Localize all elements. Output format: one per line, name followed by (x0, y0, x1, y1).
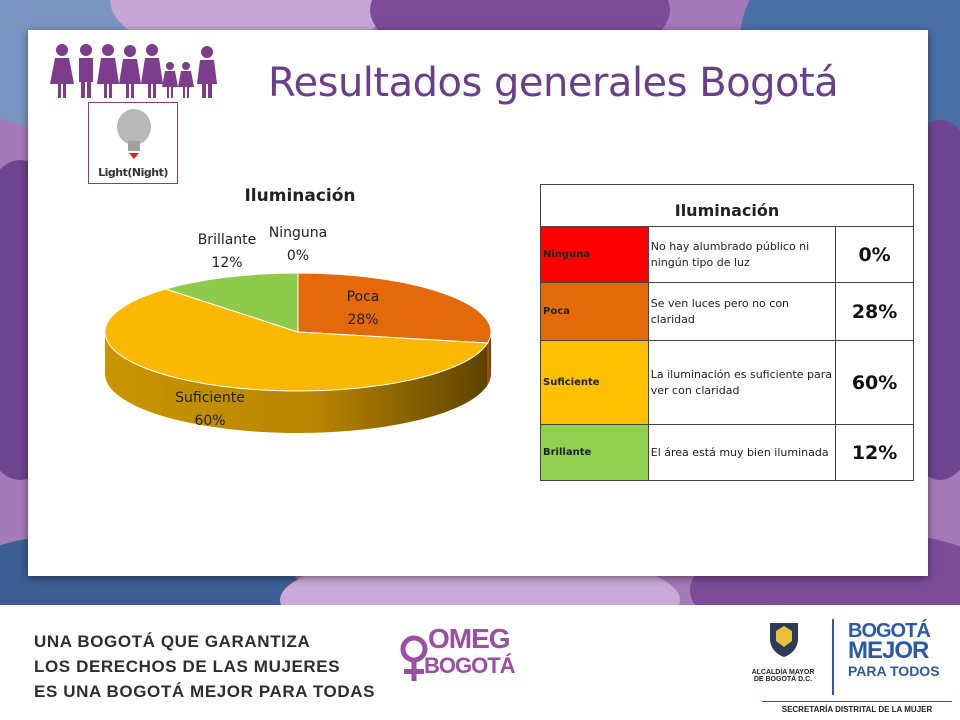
light-night-icon: Light(Night) (88, 102, 178, 184)
bogota-logo-line2: MEJOR (848, 637, 929, 664)
pie-sides (105, 332, 491, 433)
women-group-icon (50, 44, 217, 98)
table-row: Ninguna No hay alumbrado público ni ning… (540, 226, 914, 283)
light-bulb-icon (117, 109, 151, 159)
pie-value-label: 0% (287, 248, 309, 264)
table-row: Suficiente La iluminación es suficiente … (540, 340, 914, 425)
row-percent: 60% (835, 340, 914, 425)
pie-category-label: Poca (347, 289, 380, 305)
row-percent: 12% (835, 424, 914, 481)
table-row: Poca Se ven luces pero no con claridad 2… (540, 282, 914, 341)
row-description: El área está muy bien iluminada (647, 424, 837, 481)
footer-divider (832, 619, 834, 695)
row-category: Ninguna (540, 226, 649, 283)
bogota-logo-line1: BOGOTÁ (848, 620, 931, 642)
omeg-logo-text: OMEG (428, 623, 511, 654)
pie-slice-brillante (164, 272, 299, 333)
row-category: Poca (540, 282, 649, 341)
pie-value-label: 12% (211, 255, 242, 271)
row-description: No hay alumbrado público ni ningún tipo … (647, 226, 837, 283)
bogota-mejor-logo: BOGOTÁ MEJOR PARA TODOS (848, 621, 940, 681)
secretaria-label: SECRETARÍA DISTRITAL DE LA MUJER (762, 701, 952, 714)
table-header: Iluminación (540, 184, 914, 227)
row-category: Suficiente (540, 340, 649, 425)
pie-slice-poca (297, 272, 492, 344)
pie-slices (104, 272, 492, 392)
bogota-coat-of-arms-icon (770, 623, 798, 657)
pie-side-suficiente (105, 332, 488, 433)
omeg-logo-subtext: BOGOTÁ (424, 653, 516, 678)
omeg-venus-icon (400, 635, 428, 681)
row-description: La iluminación es suficiente para ver co… (647, 340, 837, 425)
bogota-logo-line3: PARA TODOS (848, 663, 940, 679)
pie-labels: Ninguna 0% Poca 28% Suficiente 60% Brillante 12… (175, 225, 379, 429)
pie-slice-suficiente (104, 288, 489, 392)
row-category: Brillante (540, 424, 649, 481)
footer: UNA BOGOTÁ QUE GARANTIZA LOS DERECHOS DE… (0, 605, 960, 720)
pie-value-label: 60% (194, 413, 225, 429)
row-description: Se ven luces pero no con claridad (647, 282, 837, 341)
alcaldia-label: ALCALDÍA MAYOR DE BOGOTÁ D.C. (751, 669, 815, 683)
slogan-line: LOS DERECHOS DE LAS MUJERES (34, 657, 341, 676)
light-icon-label: Light(Night) (98, 166, 168, 179)
slogan-line: UNA BOGOTÁ QUE GARANTIZA (34, 632, 311, 651)
pie-side-poca (487, 332, 491, 386)
slogan-line: ES UNA BOGOTÁ MEJOR PARA TODAS (34, 682, 376, 701)
scale-table: Iluminación Ninguna No hay alumbrado púb… (540, 184, 914, 481)
pie-category-label: Ninguna (269, 225, 327, 241)
pie-category-label: Suficiente (175, 390, 245, 406)
pie-category-label: Brillante (198, 232, 257, 248)
page-title: Resultados generales Bogotá (268, 60, 839, 106)
row-percent: 0% (835, 226, 914, 283)
row-percent: 28% (835, 282, 914, 341)
chart-title: Iluminación (244, 186, 356, 206)
pie-chart: Ninguna 0% Poca 28% Suficiente 60% Brillante 12… (104, 225, 492, 433)
pie-value-label: 28% (347, 312, 378, 328)
table-row: Brillante El área está muy bien iluminad… (540, 424, 914, 481)
footer-slogan: UNA BOGOTÁ QUE GARANTIZA LOS DERECHOS DE… (34, 629, 375, 704)
